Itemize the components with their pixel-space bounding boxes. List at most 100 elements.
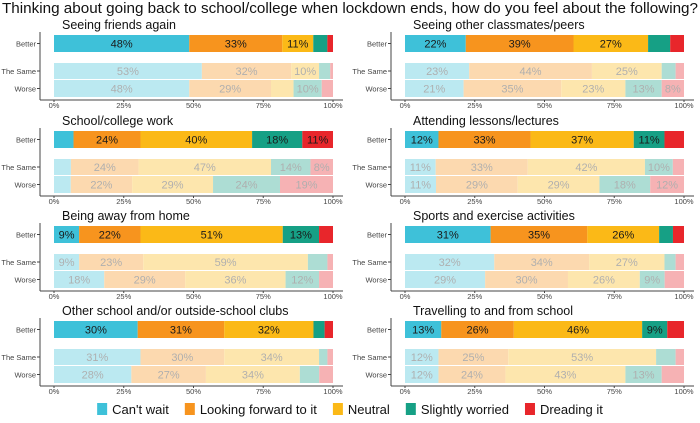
bar-segment	[279, 176, 333, 193]
bar-segment	[54, 176, 71, 193]
data-label: 53%	[117, 66, 139, 78]
bar-segment	[131, 366, 206, 383]
data-label: 19%	[295, 180, 317, 192]
data-label: 11%	[410, 180, 431, 192]
row-label: The Same	[1, 163, 36, 172]
bar-segment	[633, 131, 665, 148]
bar-segment	[185, 271, 286, 288]
x-tick-label: 50%	[537, 292, 552, 301]
legend-item: Slightly worried	[405, 402, 509, 417]
bar-segment	[438, 366, 506, 383]
x-tick-label: 75%	[607, 387, 622, 396]
bar-segment	[313, 321, 325, 338]
bar-segment	[321, 80, 333, 97]
data-label: 24%	[96, 135, 118, 147]
data-label: 11%	[639, 135, 660, 147]
row-label: Worse	[365, 85, 387, 94]
bar-segment	[625, 366, 662, 383]
x-tick-label: 100%	[323, 101, 343, 110]
legend-swatch	[184, 403, 195, 415]
bar-segment	[670, 35, 684, 52]
bar-segment	[310, 159, 333, 175]
panel-title: Travelling to and from school	[413, 304, 573, 318]
row-label: Better	[16, 326, 37, 335]
data-label: 30%	[85, 325, 107, 337]
bar-segment	[405, 321, 442, 338]
bar-segment	[293, 80, 322, 97]
legend-label: Neutral	[348, 402, 390, 417]
legend-item: Dreading it	[524, 402, 603, 417]
bar-segment	[587, 226, 660, 243]
bar-segment	[319, 226, 333, 243]
x-tick-label: 100%	[323, 387, 343, 396]
data-label: 12%	[411, 352, 433, 364]
data-label: 11%	[410, 162, 431, 174]
x-tick-label: 100%	[674, 101, 694, 110]
data-label: 39%	[509, 39, 531, 51]
bar-segment	[324, 321, 333, 338]
data-label: 13%	[290, 230, 312, 242]
x-tick-label: 75%	[607, 101, 622, 110]
x-tick-label: 100%	[323, 292, 343, 301]
bar-segment	[438, 349, 509, 365]
bar-segment	[567, 271, 640, 288]
data-label: 29%	[548, 180, 570, 192]
bar-segment	[132, 176, 214, 193]
bar-row: 48% 33% 11%	[54, 35, 333, 52]
legend-swatch	[405, 403, 416, 415]
data-label: 43%	[554, 370, 576, 382]
bar-segment	[327, 254, 333, 270]
bar-segment	[307, 254, 328, 270]
legend-label: Can't wait	[112, 402, 169, 417]
data-label: 35%	[528, 230, 550, 242]
bar-segment	[302, 131, 333, 148]
bar-row: 12% 25% 53%	[405, 349, 684, 365]
data-label: 33%	[225, 39, 247, 51]
x-tick-label: 75%	[256, 101, 271, 110]
data-label: 23%	[100, 257, 122, 269]
x-tick-label: 100%	[674, 197, 694, 206]
data-label: 34%	[531, 257, 553, 269]
data-label: 8%	[665, 84, 681, 96]
bar-segment	[299, 366, 320, 383]
data-label: 22%	[99, 230, 121, 242]
panel: Seeing other classmates/peers 0% 25% 50% 75%…	[352, 18, 694, 110]
bar-segment	[494, 254, 590, 270]
bar-segment	[436, 176, 518, 193]
row-label: Worse	[14, 181, 36, 190]
x-tick-label: 50%	[537, 197, 552, 206]
bar-row: 21% 35% 23% 13% 8%	[405, 80, 684, 97]
data-label: 11%	[307, 135, 328, 147]
x-tick-label: 0%	[400, 101, 411, 110]
panel: School/college work 0% 25% 50% 75% 100% Better…	[1, 114, 343, 206]
bar-segment	[54, 159, 71, 175]
bar-segment	[650, 176, 684, 193]
x-tick-label: 50%	[186, 101, 201, 110]
bar-segment	[672, 159, 684, 175]
bar-row: 11% 33% 42% 10%	[405, 159, 684, 175]
bar-segment	[639, 271, 665, 288]
bar-segment	[140, 226, 283, 243]
x-tick-label: 100%	[674, 387, 694, 396]
data-label: 34%	[261, 352, 283, 364]
row-label: Worse	[365, 181, 387, 190]
x-tick-label: 50%	[186, 292, 201, 301]
x-tick-label: 25%	[467, 387, 482, 396]
bar-row: 23% 44% 25%	[405, 63, 684, 79]
data-label: 10%	[294, 66, 316, 78]
data-label: 24%	[461, 370, 483, 382]
bar-segment	[140, 131, 253, 148]
bar-segment	[224, 349, 320, 365]
x-tick-label: 0%	[49, 197, 60, 206]
bar-segment	[405, 226, 491, 243]
x-tick-label: 75%	[607, 292, 622, 301]
data-label: 29%	[466, 180, 488, 192]
bar-segment	[189, 35, 283, 52]
row-label: Better	[16, 136, 37, 145]
bar-segment	[54, 131, 74, 148]
bar-segment	[143, 254, 308, 270]
bar-segment	[405, 35, 466, 52]
x-tick-label: 0%	[400, 387, 411, 396]
data-label: 51%	[201, 230, 223, 242]
data-label: 26%	[467, 325, 489, 337]
